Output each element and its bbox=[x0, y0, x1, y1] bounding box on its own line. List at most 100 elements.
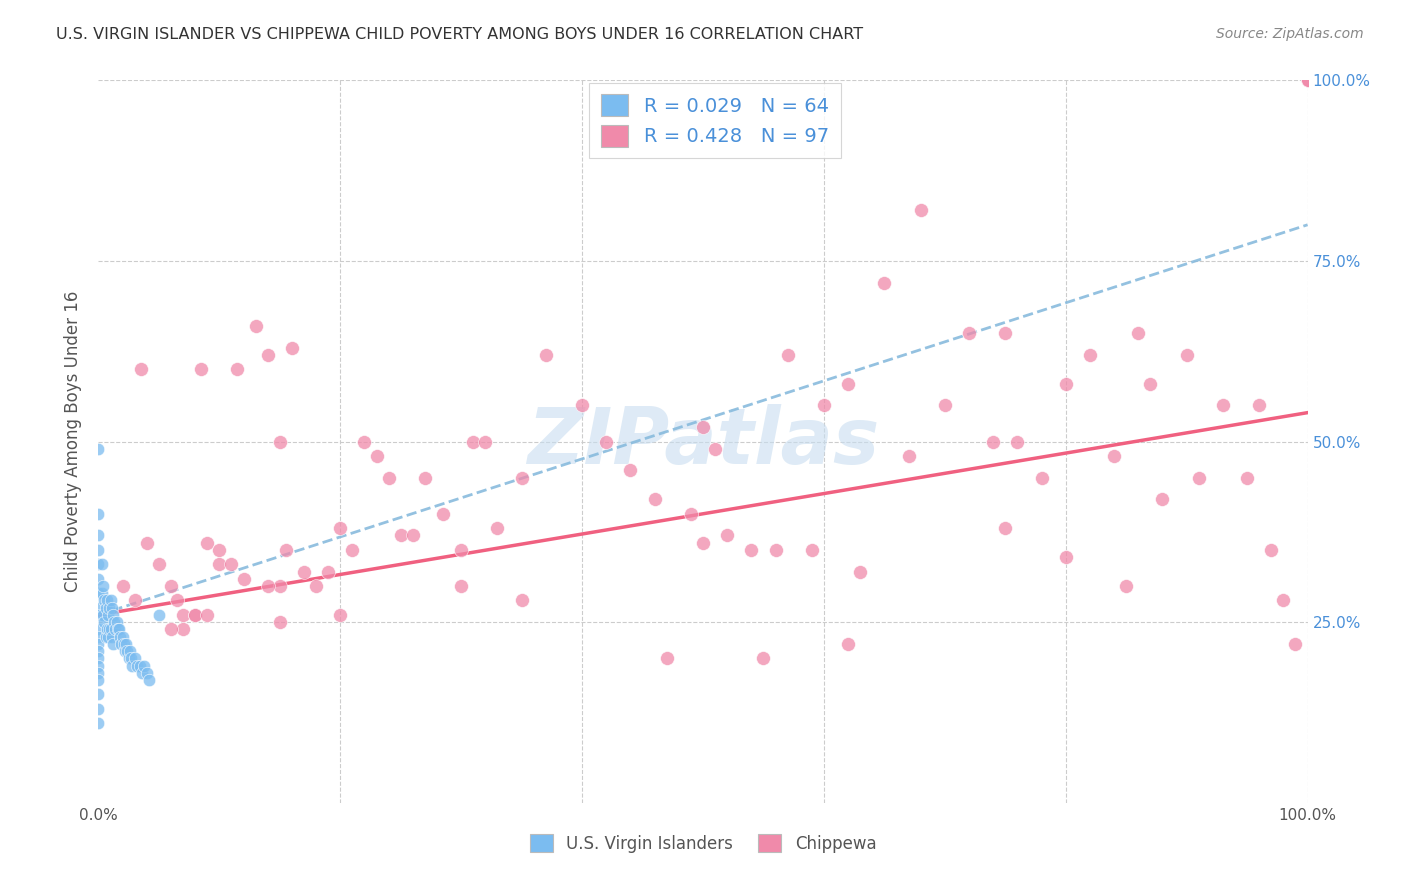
Point bbox=[342, 542, 364, 557]
Point bbox=[121, 658, 143, 673]
Point bbox=[184, 607, 207, 622]
Point bbox=[108, 623, 131, 637]
Point bbox=[87, 651, 110, 665]
Point bbox=[413, 470, 436, 484]
Point bbox=[329, 521, 352, 535]
Point bbox=[463, 434, 485, 449]
Point bbox=[692, 420, 714, 434]
Point bbox=[97, 607, 120, 622]
Point bbox=[1102, 449, 1125, 463]
Point bbox=[87, 528, 110, 542]
Point bbox=[245, 318, 267, 333]
Point bbox=[366, 449, 388, 463]
Point bbox=[1296, 73, 1319, 87]
Point bbox=[148, 607, 170, 622]
Point bbox=[195, 607, 218, 622]
Point bbox=[87, 716, 110, 731]
Point bbox=[510, 593, 533, 607]
Point bbox=[1078, 348, 1101, 362]
Point bbox=[389, 528, 412, 542]
Point bbox=[172, 623, 194, 637]
Point bbox=[127, 658, 149, 673]
Point bbox=[740, 542, 762, 557]
Point bbox=[111, 630, 134, 644]
Point bbox=[208, 542, 231, 557]
Point bbox=[91, 607, 114, 622]
Y-axis label: Child Poverty Among Boys Under 16: Child Poverty Among Boys Under 16 bbox=[65, 291, 83, 592]
Point bbox=[510, 470, 533, 484]
Point bbox=[100, 623, 122, 637]
Point bbox=[813, 398, 835, 412]
Point bbox=[87, 637, 110, 651]
Point bbox=[118, 644, 141, 658]
Point bbox=[329, 607, 352, 622]
Point bbox=[1212, 398, 1234, 412]
Point bbox=[994, 521, 1017, 535]
Point bbox=[292, 565, 315, 579]
Text: ZIPatlas: ZIPatlas bbox=[527, 403, 879, 480]
Point bbox=[256, 348, 278, 362]
Point bbox=[208, 558, 231, 572]
Point bbox=[1284, 637, 1306, 651]
Point bbox=[108, 630, 131, 644]
Point bbox=[101, 607, 124, 622]
Point bbox=[166, 593, 188, 607]
Point bbox=[776, 348, 799, 362]
Point bbox=[87, 687, 110, 701]
Point bbox=[87, 673, 110, 687]
Point bbox=[135, 535, 157, 549]
Point bbox=[91, 558, 114, 572]
Point bbox=[595, 434, 617, 449]
Point bbox=[128, 658, 150, 673]
Point bbox=[316, 565, 339, 579]
Point bbox=[87, 507, 110, 521]
Point bbox=[101, 637, 124, 651]
Point bbox=[107, 623, 129, 637]
Point bbox=[655, 651, 678, 665]
Point bbox=[1188, 470, 1211, 484]
Point bbox=[1236, 470, 1258, 484]
Point bbox=[256, 579, 278, 593]
Point bbox=[269, 579, 291, 593]
Point bbox=[1152, 492, 1174, 507]
Point bbox=[172, 607, 194, 622]
Point bbox=[91, 586, 114, 600]
Point bbox=[87, 586, 110, 600]
Point bbox=[994, 326, 1017, 340]
Point bbox=[87, 572, 110, 586]
Point bbox=[1296, 73, 1319, 87]
Point bbox=[184, 607, 207, 622]
Point bbox=[353, 434, 375, 449]
Point bbox=[274, 542, 297, 557]
Point bbox=[103, 615, 125, 630]
Legend: U.S. Virgin Islanders, Chippewa: U.S. Virgin Islanders, Chippewa bbox=[523, 828, 883, 860]
Point bbox=[1139, 376, 1161, 391]
Point bbox=[87, 600, 110, 615]
Point bbox=[402, 528, 425, 542]
Point bbox=[934, 398, 956, 412]
Point bbox=[752, 651, 775, 665]
Point bbox=[1272, 593, 1295, 607]
Point bbox=[98, 623, 121, 637]
Point bbox=[1007, 434, 1029, 449]
Point bbox=[87, 644, 110, 658]
Point bbox=[93, 615, 115, 630]
Point bbox=[94, 630, 117, 644]
Point bbox=[135, 665, 157, 680]
Point bbox=[118, 651, 141, 665]
Point bbox=[619, 463, 641, 477]
Text: U.S. VIRGIN ISLANDER VS CHIPPEWA CHILD POVERTY AMONG BOYS UNDER 16 CORRELATION C: U.S. VIRGIN ISLANDER VS CHIPPEWA CHILD P… bbox=[56, 27, 863, 42]
Point bbox=[232, 572, 254, 586]
Point bbox=[91, 579, 114, 593]
Point bbox=[765, 542, 787, 557]
Point bbox=[134, 658, 156, 673]
Point bbox=[114, 644, 136, 658]
Point bbox=[98, 600, 121, 615]
Point bbox=[450, 542, 472, 557]
Point bbox=[704, 442, 727, 456]
Point bbox=[269, 434, 291, 449]
Point bbox=[100, 593, 122, 607]
Point bbox=[105, 615, 128, 630]
Point bbox=[800, 542, 823, 557]
Point bbox=[100, 600, 122, 615]
